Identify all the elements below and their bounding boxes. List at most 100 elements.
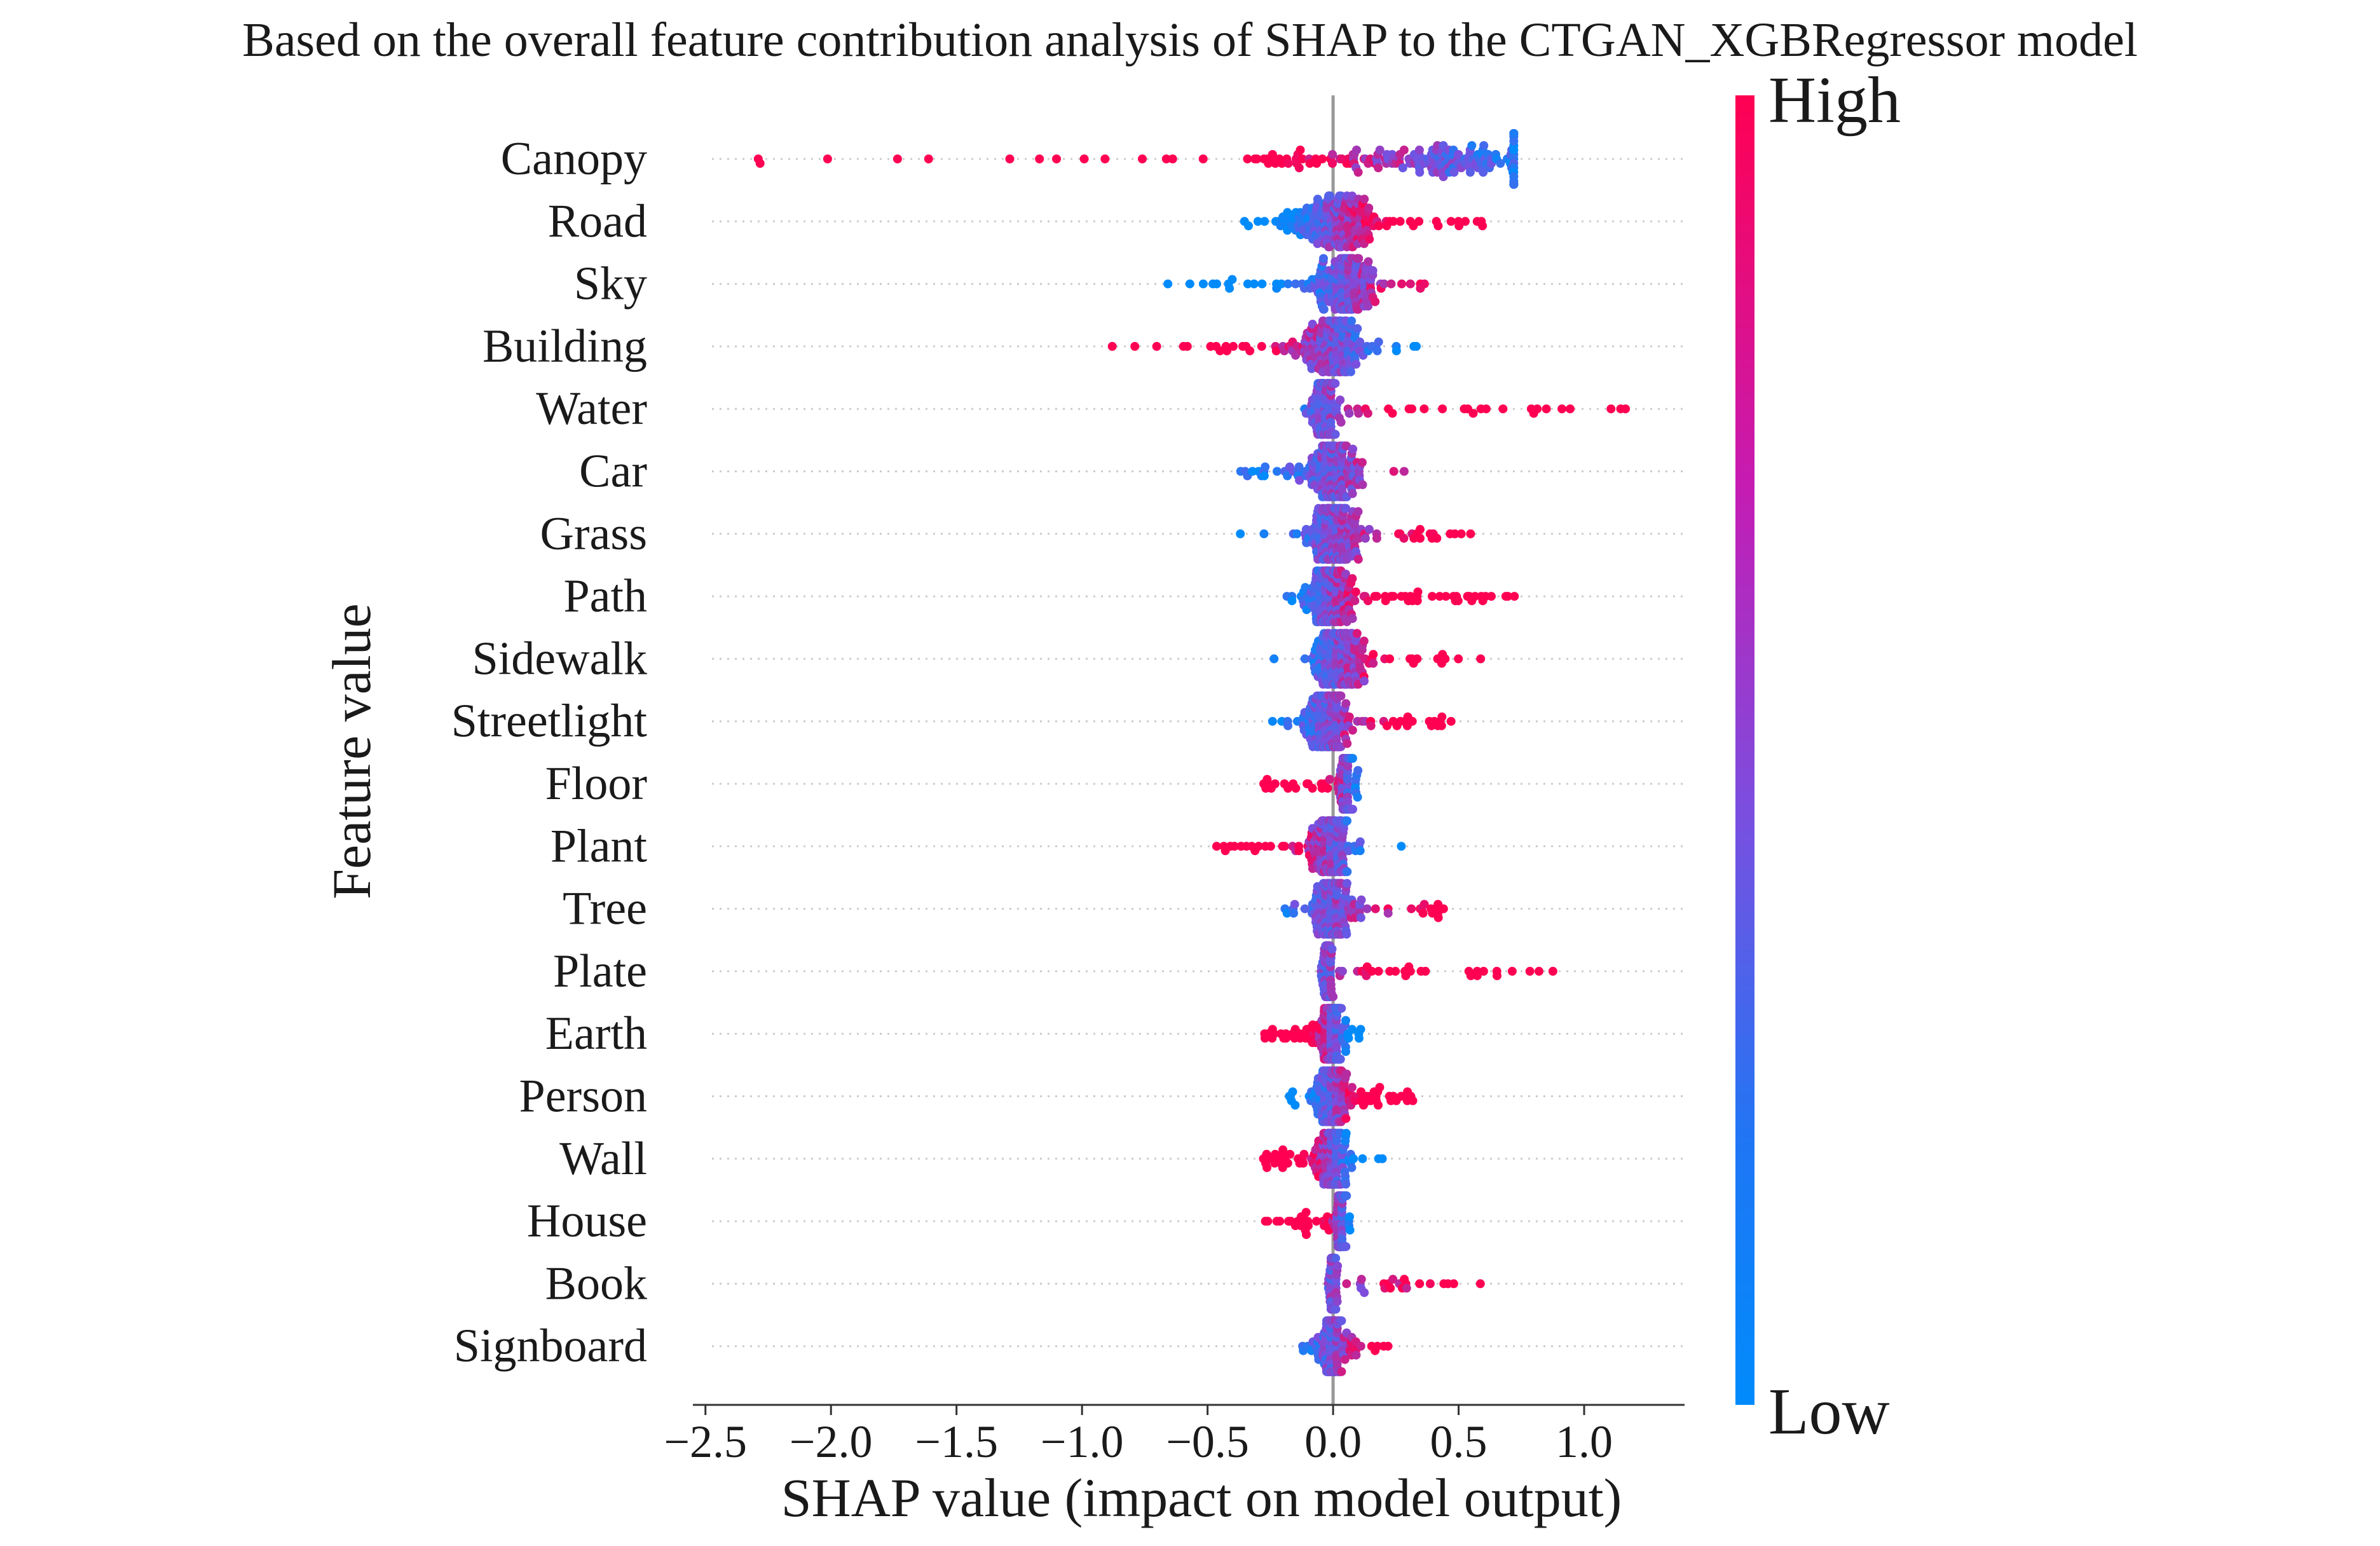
shap-point-road	[1360, 195, 1369, 204]
chart-title: Based on the overall feature contributio…	[242, 13, 2138, 67]
shap-point-car	[1348, 444, 1358, 454]
shap-point-floor	[1308, 784, 1317, 793]
shap-point-water	[1481, 404, 1491, 414]
shap-point-sky	[1291, 279, 1300, 289]
shap-point-path	[1441, 592, 1451, 601]
shap-point-canopy	[1415, 168, 1425, 177]
shap-point-grass	[1353, 507, 1363, 516]
shap-point-plate	[1405, 966, 1415, 976]
feature-label-car: Car	[579, 446, 647, 498]
shap-point-canopy	[823, 154, 832, 163]
shap-point-grass	[1416, 524, 1425, 534]
shap-point-plate	[1327, 944, 1337, 954]
shap-point-sidewalk	[1369, 650, 1378, 659]
shap-point-sky	[1257, 279, 1267, 289]
shap-point-sky	[1419, 279, 1429, 289]
shap-point-person	[1342, 1069, 1351, 1079]
shap-point-road	[1414, 217, 1424, 226]
shap-point-building	[1152, 341, 1161, 351]
shap-point-path	[1412, 596, 1422, 606]
shap-point-canopy	[1509, 180, 1519, 189]
shap-point-house	[1345, 1226, 1355, 1235]
shap-point-person	[1290, 1100, 1300, 1110]
shap-point-plant	[1280, 842, 1289, 851]
shap-point-grass	[1353, 554, 1363, 564]
shap-point-grass	[1432, 533, 1442, 543]
shap-point-canopy	[1243, 154, 1252, 163]
shap-point-canopy	[1467, 141, 1477, 150]
shap-point-earth	[1341, 1016, 1350, 1025]
shap-point-sky	[1364, 257, 1373, 266]
shap-point-grass	[1456, 529, 1466, 538]
x-tick-label: −0.5	[1166, 1416, 1249, 1467]
shap-point-plate	[1472, 971, 1482, 980]
shap-point-car	[1261, 462, 1270, 472]
shap-point-tree	[1342, 929, 1351, 939]
shap-point-car	[1294, 462, 1304, 472]
shap-point-water	[1330, 379, 1340, 388]
shap-point-road	[1478, 221, 1488, 231]
shap-point-plant	[1212, 842, 1221, 851]
shap-point-grass	[1259, 529, 1269, 538]
shap-point-water	[1354, 409, 1364, 418]
shap-point-wall	[1341, 1179, 1351, 1189]
shap-point-streetlight	[1268, 716, 1277, 726]
shap-point-house	[1341, 1242, 1351, 1252]
feature-label-water: Water	[536, 383, 647, 435]
shap-point-streetlight	[1341, 699, 1351, 708]
shap-point-sidewalk	[1385, 654, 1395, 664]
shap-point-plant	[1343, 816, 1351, 826]
shap-point-plate	[1535, 966, 1543, 976]
shap-point-earth	[1356, 1025, 1365, 1034]
shap-point-house	[1311, 1217, 1321, 1226]
shap-point-wall	[1349, 1154, 1358, 1163]
shap-point-canopy	[1283, 159, 1293, 168]
shap-point-path	[1413, 587, 1423, 597]
shap-point-sky	[1405, 279, 1415, 289]
shap-point-plant	[1266, 842, 1275, 851]
shap-point-plate	[1329, 992, 1338, 1001]
shap-point-streetlight	[1437, 712, 1447, 722]
shap-point-plate	[1548, 966, 1557, 976]
shap-point-grass	[1236, 529, 1245, 538]
shap-point-canopy	[1496, 159, 1505, 168]
feature-label-person: Person	[519, 1071, 647, 1123]
shap-point-water	[1533, 404, 1542, 414]
shap-point-sidewalk	[1476, 654, 1486, 664]
shap-point-sky	[1368, 266, 1378, 275]
feature-label-signboard: Signboard	[454, 1320, 647, 1372]
feature-label-plant: Plant	[551, 820, 648, 872]
shap-point-water	[1388, 409, 1397, 418]
shap-point-sidewalk	[1454, 654, 1463, 664]
shap-point-canopy	[1318, 154, 1327, 163]
shap-point-sky	[1185, 279, 1194, 289]
shap-point-book	[1357, 1275, 1366, 1284]
feature-label-floor: Floor	[545, 758, 647, 810]
shap-point-building	[1353, 324, 1362, 333]
shap-point-car	[1399, 467, 1409, 476]
shap-point-road	[1325, 191, 1335, 201]
x-tick-label: 1.0	[1556, 1416, 1613, 1467]
shap-point-canopy	[1138, 154, 1147, 163]
shap-point-wall	[1299, 1149, 1309, 1159]
shap-point-car	[1248, 467, 1257, 476]
shap-point-tree	[1342, 879, 1351, 888]
shap-point-water	[1606, 404, 1616, 414]
shap-point-car	[1295, 475, 1304, 485]
feature-label-sky: Sky	[574, 258, 647, 310]
shap-point-water	[1621, 404, 1631, 414]
shap-point-sidewalk	[1412, 654, 1422, 664]
dots-layer	[753, 129, 1631, 1376]
shap-point-person	[1341, 1114, 1351, 1123]
shap-point-house	[1301, 1208, 1311, 1217]
shap-point-road	[1395, 217, 1405, 226]
shap-point-water	[1542, 404, 1551, 414]
shap-point-sky	[1283, 279, 1293, 289]
shap-point-building	[1107, 341, 1117, 351]
y-axis-label: Feature value	[321, 603, 382, 900]
shap-point-sky	[1225, 284, 1234, 293]
shap-point-water	[1336, 418, 1346, 427]
shap-point-path	[1487, 592, 1496, 601]
shap-point-canopy	[1465, 168, 1475, 177]
